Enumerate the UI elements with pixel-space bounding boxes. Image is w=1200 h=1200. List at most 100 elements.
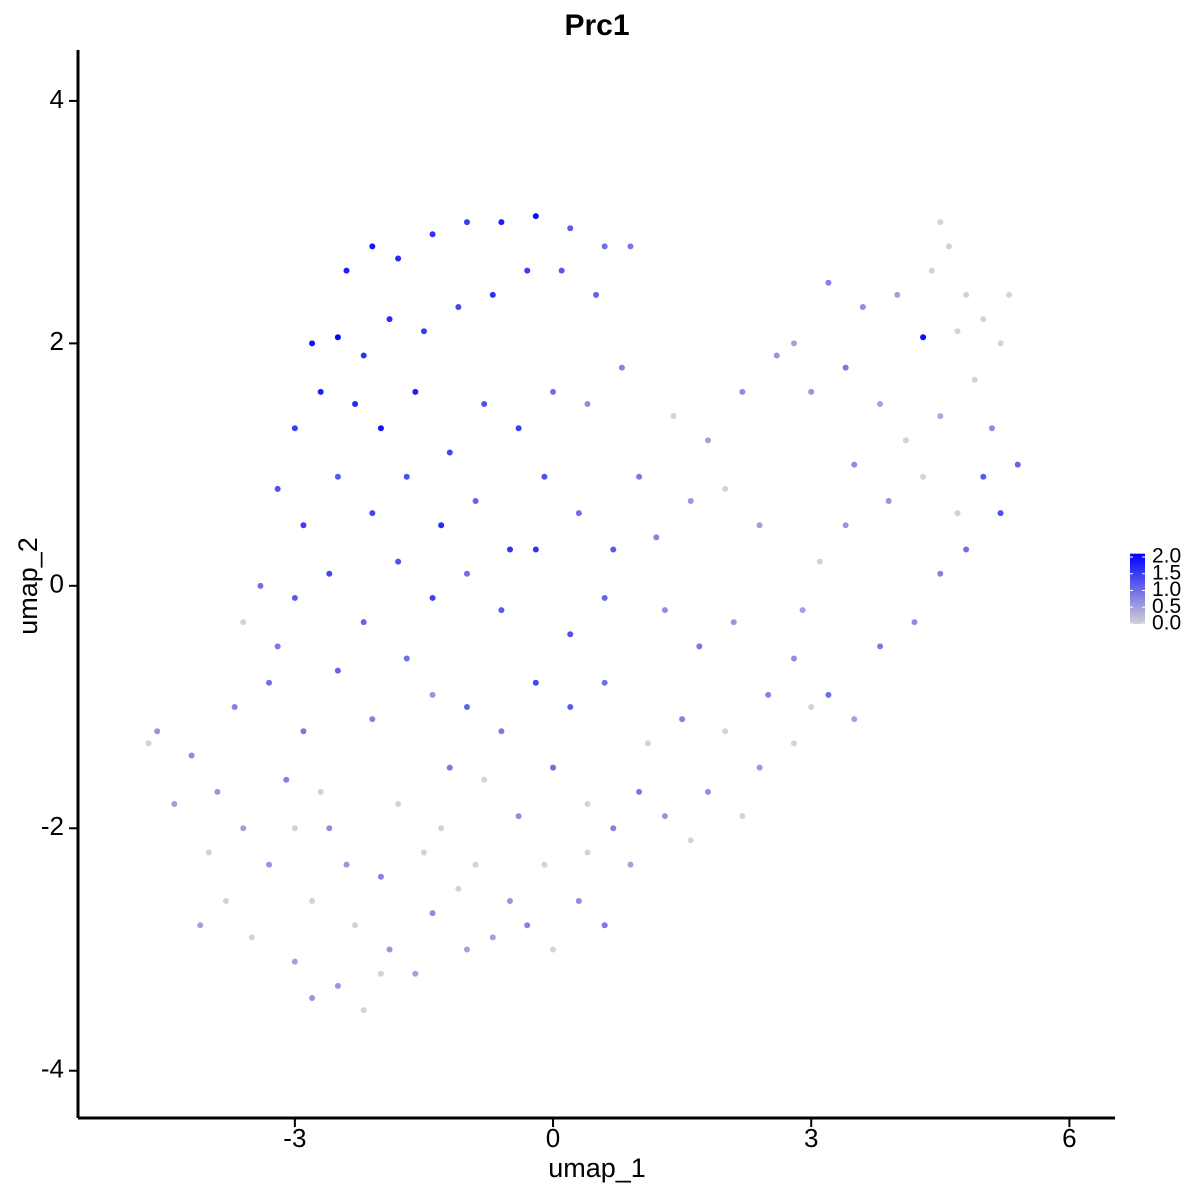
y-tick-label: -4 <box>41 1054 64 1084</box>
point <box>730 619 737 626</box>
point <box>154 728 161 735</box>
point <box>240 619 247 626</box>
point <box>877 400 884 407</box>
point <box>894 291 901 298</box>
point <box>739 388 746 395</box>
chart-title: Prc1 <box>564 9 629 42</box>
point <box>240 825 247 832</box>
point <box>722 728 729 735</box>
point <box>980 473 987 480</box>
point <box>360 1007 367 1014</box>
colorbar-label: 1.5 <box>1152 561 1181 584</box>
point <box>704 788 711 795</box>
point <box>420 849 427 856</box>
point <box>791 655 798 662</box>
point <box>963 291 970 298</box>
point <box>498 219 505 226</box>
point <box>963 546 970 553</box>
point <box>352 922 359 929</box>
point <box>696 643 703 650</box>
point <box>825 691 832 698</box>
point <box>420 328 427 335</box>
point <box>988 425 995 432</box>
point <box>188 752 195 759</box>
point <box>877 643 884 650</box>
point <box>593 291 600 298</box>
point <box>205 849 212 856</box>
point <box>472 497 479 504</box>
point <box>481 776 488 783</box>
point <box>412 970 419 977</box>
point <box>386 946 393 953</box>
point <box>291 425 298 432</box>
point <box>317 788 324 795</box>
point <box>954 328 961 335</box>
point <box>412 388 419 395</box>
point <box>489 934 496 941</box>
point <box>481 400 488 407</box>
point <box>997 340 1004 347</box>
point <box>266 861 273 868</box>
point <box>791 740 798 747</box>
point <box>326 825 333 832</box>
point <box>463 219 470 226</box>
point <box>945 243 952 250</box>
point <box>610 825 617 832</box>
point <box>429 910 436 917</box>
y-tick-label: 0 <box>50 569 64 599</box>
point <box>601 594 608 601</box>
point <box>997 510 1004 517</box>
y-tick-label: -2 <box>41 811 64 841</box>
point <box>317 388 324 395</box>
point <box>438 522 445 529</box>
point <box>395 801 402 808</box>
x-tick-label: 6 <box>1062 1123 1076 1153</box>
point <box>369 243 376 250</box>
colorbar <box>1130 553 1145 624</box>
point <box>722 485 729 492</box>
point <box>171 801 178 808</box>
x-tick-label: 0 <box>546 1123 560 1153</box>
y-tick-label: 4 <box>50 84 64 114</box>
point <box>791 340 798 347</box>
point <box>524 267 531 274</box>
point <box>334 667 341 674</box>
point <box>429 691 436 698</box>
point <box>360 619 367 626</box>
point <box>463 570 470 577</box>
point <box>274 643 281 650</box>
point <box>334 473 341 480</box>
point <box>291 594 298 601</box>
colorbar-label: 2.0 <box>1152 545 1181 568</box>
point <box>498 607 505 614</box>
point <box>309 340 316 347</box>
point <box>446 764 453 771</box>
point <box>954 510 961 517</box>
point <box>773 352 780 359</box>
point <box>920 473 927 480</box>
point <box>463 704 470 711</box>
point <box>808 388 815 395</box>
point <box>842 522 849 529</box>
point <box>532 679 539 686</box>
point <box>601 243 608 250</box>
point <box>507 546 514 553</box>
point <box>1006 291 1013 298</box>
point <box>799 607 806 614</box>
point <box>670 413 677 420</box>
x-tick-label: -3 <box>283 1123 306 1153</box>
point <box>515 425 522 432</box>
point <box>920 334 927 341</box>
point <box>937 570 944 577</box>
point <box>859 303 866 310</box>
point <box>283 776 290 783</box>
x-axis-label: umap_1 <box>548 1153 646 1183</box>
point <box>300 522 307 529</box>
point <box>653 534 660 541</box>
point <box>627 861 634 868</box>
point <box>584 849 591 856</box>
point <box>386 316 393 323</box>
point <box>524 922 531 929</box>
